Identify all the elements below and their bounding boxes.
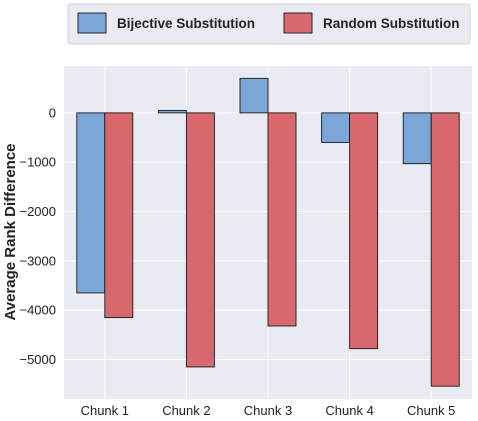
bar-series1-3 <box>239 77 269 114</box>
y-tick-label: −1000 <box>19 155 56 170</box>
bar-series1-2 <box>157 109 187 114</box>
bar-series2-5 <box>430 112 460 387</box>
y-axis-label: Average Rank Difference <box>2 143 19 320</box>
legend-label-1: Bijective Substitution <box>117 16 255 31</box>
y-tick-label: 0 <box>49 105 56 120</box>
legend-label-2: Random Substitution <box>323 16 459 31</box>
bar-series2-2 <box>185 112 215 368</box>
x-tick-label: Chunk 4 <box>325 403 373 418</box>
bar-series2-4 <box>349 112 379 350</box>
bar-series1-1 <box>76 112 106 294</box>
x-tick-label: Chunk 5 <box>407 403 455 418</box>
bar-series2-3 <box>267 112 297 327</box>
y-tick-labels: 0 −1000 −2000 −3000 −4000 −5000 <box>19 105 56 367</box>
bar-series1-5 <box>402 112 432 165</box>
legend: Bijective Substitution Random Substitutio… <box>67 3 471 45</box>
x-tick-label: Chunk 1 <box>81 403 129 418</box>
y-tick-label: −5000 <box>19 352 56 367</box>
bars <box>76 77 460 387</box>
x-tick-labels: Chunk 1 Chunk 2 Chunk 3 Chunk 4 Chunk 5 <box>81 403 456 418</box>
x-tick-label: Chunk 2 <box>162 403 210 418</box>
legend-swatch-1 <box>77 12 107 34</box>
legend-frame <box>67 3 471 45</box>
y-tick-label: −4000 <box>19 303 56 318</box>
y-tick-label: −3000 <box>19 253 56 268</box>
y-tick-label: −2000 <box>19 204 56 219</box>
legend-swatch-2 <box>283 12 313 34</box>
bar-series1-4 <box>321 112 351 143</box>
bar-series2-1 <box>104 112 134 319</box>
x-tick-label: Chunk 3 <box>244 403 292 418</box>
